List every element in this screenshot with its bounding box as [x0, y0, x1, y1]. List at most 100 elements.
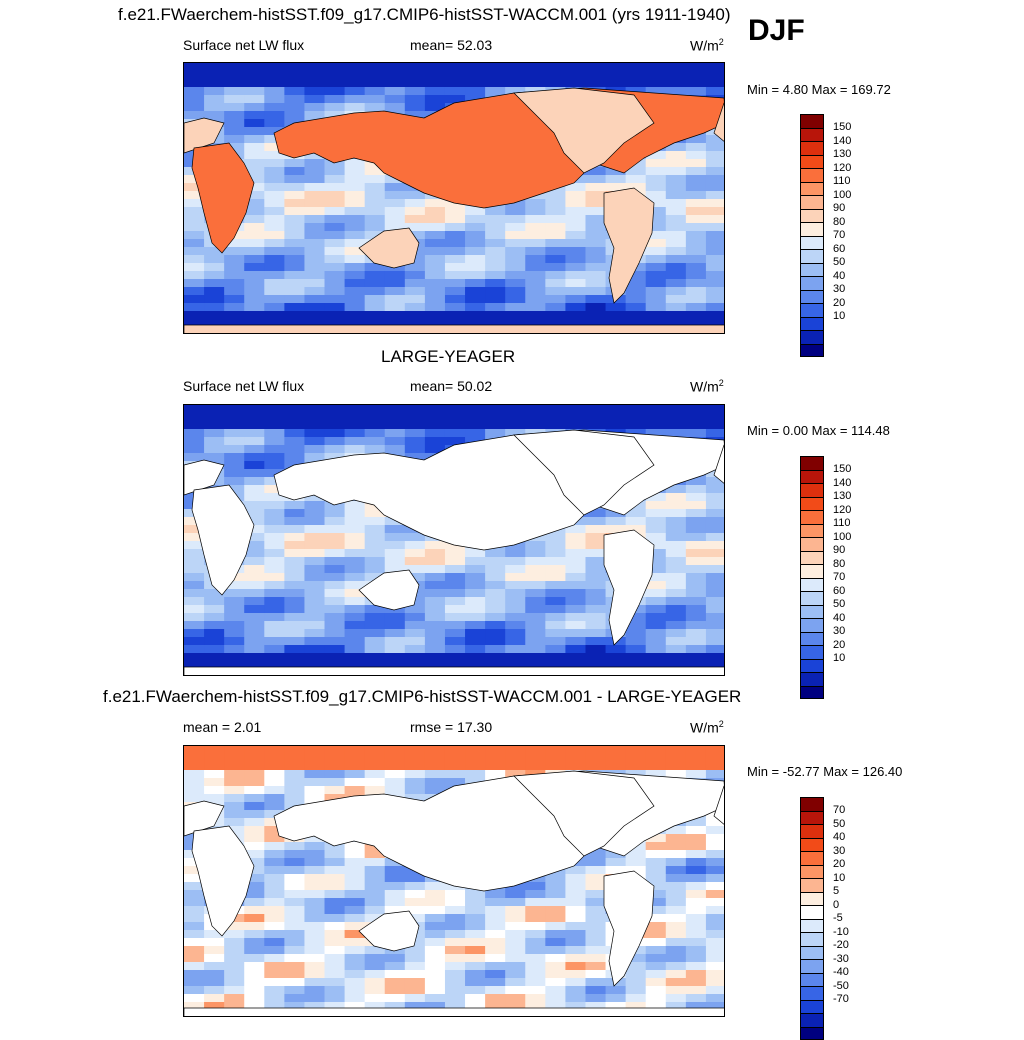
- map-cell: [264, 589, 285, 598]
- map-cell: [385, 970, 406, 979]
- map-cell: [706, 629, 725, 638]
- map-cell: [666, 525, 687, 534]
- map-cell: [264, 978, 285, 987]
- map-cell: [666, 413, 687, 422]
- map-cell: [686, 263, 707, 272]
- map-cell: [264, 858, 285, 867]
- map-cell: [425, 954, 446, 963]
- map-cell: [706, 71, 725, 80]
- map-cell: [385, 978, 406, 987]
- map-cell: [545, 922, 566, 931]
- map-cell: [304, 303, 325, 312]
- map-cell: [345, 858, 366, 867]
- map-cell: [666, 597, 687, 606]
- map-cell: [646, 754, 667, 763]
- map-cell: [224, 637, 245, 646]
- map-cell: [385, 754, 406, 763]
- map-cell: [304, 762, 325, 771]
- map-cell: [646, 295, 667, 304]
- map-cell: [345, 754, 366, 763]
- map-cell: [465, 986, 486, 995]
- map-cell: [686, 850, 707, 859]
- map-cell: [686, 271, 707, 280]
- colorbar-tick-label: 20: [833, 298, 845, 309]
- map-cell: [224, 786, 245, 795]
- map-cell: [345, 287, 366, 296]
- map-cell: [304, 413, 325, 422]
- map-cell: [525, 898, 546, 907]
- map-cell: [284, 453, 305, 462]
- map-cell: [325, 413, 346, 422]
- map-cell: [686, 143, 707, 152]
- map-cell: [465, 311, 486, 320]
- map-cell: [385, 87, 406, 96]
- map-cell: [405, 637, 426, 646]
- map-cell: [385, 71, 406, 80]
- map-cell: [304, 778, 325, 787]
- map-cell: [224, 778, 245, 787]
- map-cell: [545, 533, 566, 542]
- map-cell: [666, 71, 687, 80]
- map-cell: [345, 613, 366, 622]
- map-cell: [465, 613, 486, 622]
- map-cell: [264, 842, 285, 851]
- map-cell: [304, 95, 325, 104]
- map-cell: [264, 802, 285, 811]
- map-cell: [585, 565, 606, 574]
- map-cell: [565, 263, 586, 272]
- map-cell: [204, 597, 225, 606]
- map-cell: [505, 207, 526, 216]
- map-cell: [706, 517, 725, 526]
- map-cell: [425, 405, 446, 414]
- map-cell: [485, 597, 506, 606]
- map-cell: [224, 994, 245, 1003]
- map-cell: [505, 271, 526, 280]
- map-cell: [606, 653, 627, 662]
- map-cell: [325, 263, 346, 272]
- map-cell: [425, 778, 446, 787]
- map-cell: [706, 183, 725, 192]
- map-cell: [284, 794, 305, 803]
- panel-minmax-label: Min = 4.80 Max = 169.72: [747, 82, 891, 97]
- map-cell: [626, 413, 647, 422]
- map-cell: [244, 493, 265, 502]
- map-cell: [606, 746, 627, 755]
- map-cell: [545, 295, 566, 304]
- map-cell: [264, 207, 285, 216]
- map-cell: [646, 994, 667, 1003]
- map-cell: [545, 71, 566, 80]
- map-cell: [184, 621, 205, 630]
- map-cell: [525, 541, 546, 550]
- map-cell: [204, 263, 225, 272]
- map-cell: [365, 429, 386, 438]
- map-cell: [626, 295, 647, 304]
- map-cell: [646, 930, 667, 939]
- map-cell: [505, 63, 526, 72]
- map-cell: [204, 87, 225, 96]
- map-cell: [345, 295, 366, 304]
- map-cell: [545, 239, 566, 248]
- map-cell: [686, 621, 707, 630]
- map-cell: [666, 223, 687, 232]
- map-cell: [565, 754, 586, 763]
- map-cell: [304, 429, 325, 438]
- map-cell: [264, 429, 285, 438]
- colorbar-tick-label: -5: [833, 913, 843, 924]
- map-cell: [505, 589, 526, 598]
- map-cell: [184, 613, 205, 622]
- map-cell: [686, 63, 707, 72]
- map-cell: [445, 762, 466, 771]
- map-cell: [184, 645, 205, 654]
- map-cell: [345, 263, 366, 272]
- map-cell: [565, 63, 586, 72]
- map-cell: [204, 445, 225, 454]
- map-cell: [345, 215, 366, 224]
- map-cell: [445, 271, 466, 280]
- map-cell: [686, 87, 707, 96]
- map-cell: [345, 421, 366, 430]
- map-cell: [345, 906, 366, 915]
- map-cell: [284, 589, 305, 598]
- map-cell: [325, 215, 346, 224]
- map-cell: [244, 565, 265, 574]
- map-cell: [244, 962, 265, 971]
